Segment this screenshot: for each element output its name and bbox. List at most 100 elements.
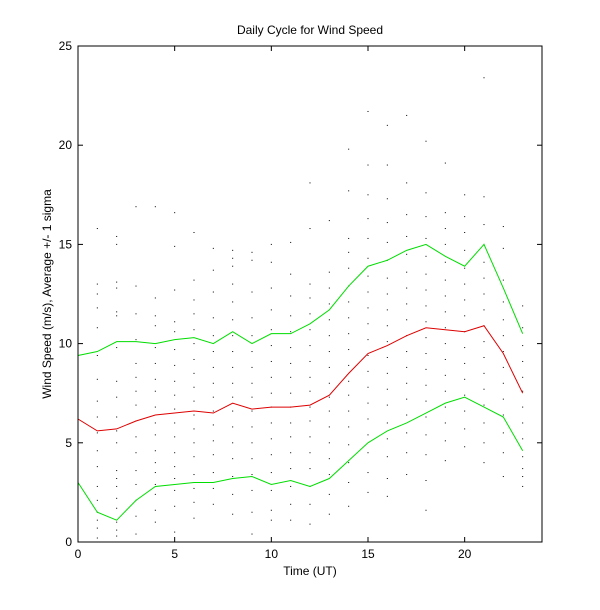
- observation-point: [270, 261, 272, 263]
- y-tick-label: 5: [65, 436, 72, 450]
- observation-point: [251, 335, 253, 337]
- observation-point: [386, 372, 388, 374]
- observation-point: [386, 309, 388, 311]
- observation-point: [502, 398, 504, 400]
- observation-point: [270, 438, 272, 440]
- observation-point: [348, 301, 350, 303]
- observation-point: [270, 329, 272, 331]
- observation-point: [174, 212, 176, 214]
- observation-point: [154, 493, 156, 495]
- observation-point: [348, 237, 350, 239]
- observation-point: [96, 519, 98, 521]
- axes-frame: [77, 45, 543, 543]
- observation-point: [193, 400, 195, 402]
- observation-point: [290, 362, 292, 364]
- observation-point: [483, 309, 485, 311]
- observation-point: [270, 519, 272, 521]
- observation-point: [135, 206, 137, 208]
- observation-point: [232, 283, 234, 285]
- observation-point: [367, 386, 369, 388]
- observation-point: [328, 351, 330, 353]
- observation-point: [444, 212, 446, 214]
- chart-title: Daily Cycle for Wind Speed: [237, 23, 383, 37]
- observation-point: [406, 319, 408, 321]
- observation-point: [193, 487, 195, 489]
- observation-point: [348, 426, 350, 428]
- observation-point: [328, 513, 330, 515]
- observation-point: [483, 372, 485, 374]
- observation-point: [348, 380, 350, 382]
- observation-point: [193, 313, 195, 315]
- observation-point: [502, 351, 504, 353]
- observation-point: [348, 394, 350, 396]
- y-tick-label: 10: [59, 337, 73, 351]
- observation-point: [464, 232, 466, 233]
- observation-point: [251, 396, 253, 398]
- observation-point: [309, 503, 311, 505]
- observation-point: [174, 422, 176, 424]
- observation-point: [483, 77, 485, 79]
- observation-point: [116, 497, 118, 499]
- observation-point: [328, 442, 330, 444]
- observation-point: [309, 228, 311, 230]
- observation-point: [193, 386, 195, 388]
- observation-point: [386, 198, 388, 200]
- observation-point: [174, 321, 176, 323]
- observation-point: [290, 347, 292, 349]
- observation-point: [232, 426, 234, 428]
- observation-point: [425, 353, 427, 355]
- observation-point: [444, 228, 446, 230]
- observation-point: [425, 384, 427, 386]
- observation-point: [464, 194, 466, 196]
- observation-point: [193, 517, 195, 519]
- observation-point: [367, 370, 369, 372]
- observation-point: [96, 293, 98, 295]
- observation-point: [154, 297, 156, 299]
- observation-point: [502, 476, 504, 478]
- observation-point: [212, 351, 214, 353]
- observation-point: [483, 388, 485, 390]
- observation-point: [212, 291, 214, 293]
- observation-point: [444, 243, 446, 245]
- observation-point: [502, 382, 504, 384]
- observation-point: [386, 495, 388, 497]
- observation-point: [367, 418, 369, 420]
- observation-point: [135, 285, 137, 287]
- observation-point: [522, 438, 524, 440]
- observation-point: [290, 392, 292, 394]
- observation-point: [502, 452, 504, 454]
- observation-point: [154, 390, 156, 392]
- observation-point: [464, 410, 466, 412]
- observation-point: [251, 259, 253, 261]
- observation-point: [464, 216, 466, 218]
- observation-point: [348, 267, 350, 269]
- observation-point: [309, 360, 311, 362]
- observation-point: [348, 481, 350, 483]
- observation-point: [270, 360, 272, 362]
- observation-point: [444, 295, 446, 297]
- observation-point: [135, 404, 137, 406]
- observation-point: [290, 452, 292, 454]
- observation-point: [464, 315, 466, 317]
- observation-point: [464, 299, 466, 301]
- observation-point: [309, 468, 311, 470]
- observation-point: [193, 501, 195, 503]
- observation-point: [212, 269, 214, 271]
- observation-point: [309, 406, 311, 408]
- observation-point: [367, 402, 369, 404]
- observation-point: [232, 319, 234, 321]
- observation-point: [154, 315, 156, 317]
- observation-point: [96, 228, 98, 230]
- observation-point: [96, 378, 98, 380]
- observation-point: [232, 301, 234, 303]
- observation-point: [270, 345, 272, 347]
- observation-point: [406, 351, 408, 353]
- observation-point: [406, 474, 408, 476]
- observation-point: [174, 364, 176, 366]
- observation-point: [425, 273, 427, 275]
- observation-point: [270, 422, 272, 424]
- observation-point: [193, 372, 195, 374]
- observation-point: [154, 450, 156, 452]
- observation-point: [309, 297, 311, 299]
